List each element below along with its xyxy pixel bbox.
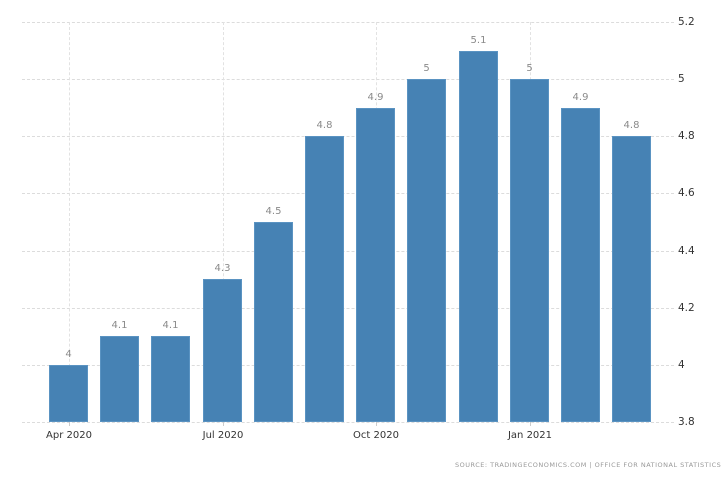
horizontal-gridline (22, 79, 674, 80)
bar-value-label: 5 (526, 63, 533, 74)
bar-jul-2020 (203, 279, 242, 422)
bar-value-label: 4.8 (623, 120, 640, 131)
x-tick-label: Jan 2021 (507, 430, 553, 441)
y-tick-label: 4.2 (678, 301, 695, 314)
horizontal-gridline (22, 308, 674, 309)
bar-feb-2021 (561, 108, 600, 422)
bar-value-label: 4.5 (265, 206, 282, 217)
bar-sep-2020 (305, 136, 344, 422)
x-tick-mark (530, 422, 531, 426)
bar-mar-2021 (612, 136, 651, 422)
bar-value-label: 4.9 (572, 92, 589, 103)
bar-value-label: 4 (65, 349, 72, 360)
x-tick-label: Apr 2020 (46, 430, 92, 441)
vertical-gridline (69, 22, 70, 422)
horizontal-gridline (22, 193, 674, 194)
y-tick-label: 5.2 (678, 16, 695, 28)
vertical-gridline (223, 22, 224, 422)
y-tick-label: 4 (678, 358, 685, 371)
x-tick-mark (223, 422, 224, 426)
bar-jun-2020 (151, 336, 190, 422)
bar-value-label: 4.8 (316, 120, 333, 131)
y-tick-label: 4.8 (678, 130, 695, 143)
bar-oct-2020 (356, 108, 395, 422)
x-tick-mark (69, 422, 70, 426)
bar-apr-2020 (49, 365, 88, 422)
horizontal-gridline (22, 422, 674, 423)
bar-value-label: 4.9 (367, 92, 384, 103)
x-tick-mark (376, 422, 377, 426)
bar-value-label: 4.3 (214, 263, 231, 274)
horizontal-gridline (22, 136, 674, 137)
bar-dec-2020 (459, 51, 498, 422)
horizontal-gridline (22, 22, 674, 23)
horizontal-gridline (22, 365, 674, 366)
bar-value-label: 4.1 (162, 320, 179, 331)
x-tick-label: Jul 2020 (202, 430, 244, 441)
y-tick-label: 4.6 (678, 187, 695, 200)
bar-may-2020 (100, 336, 139, 422)
horizontal-gridline (22, 251, 674, 252)
y-tick-label: 3.8 (678, 416, 695, 428)
bar-value-label: 5 (423, 63, 430, 74)
y-tick-label: 5 (678, 73, 685, 86)
bar-aug-2020 (254, 222, 293, 422)
bar-jan-2021 (510, 79, 549, 422)
bar-value-label: 4.1 (111, 320, 128, 331)
x-tick-label: Oct 2020 (353, 430, 399, 441)
bar-value-label: 5.1 (470, 35, 487, 46)
bar-nov-2020 (407, 79, 446, 422)
source-credit: SOURCE: TRADINGECONOMICS.COM | OFFICE FO… (455, 461, 722, 469)
y-tick-label: 4.4 (678, 244, 695, 257)
